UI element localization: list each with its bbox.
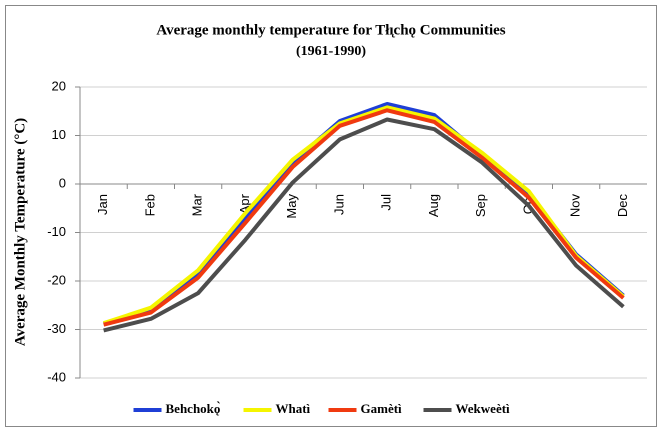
legend-label: Wekweètì [456, 401, 511, 416]
x-tick-label: May [284, 194, 299, 219]
y-tick-label: 10 [52, 127, 66, 142]
legend-label: Gamètì [361, 401, 403, 416]
y-tick-label: -30 [47, 321, 66, 336]
x-tick-label: Jan [95, 194, 110, 215]
y-tick-label: -20 [47, 272, 66, 287]
chart-title: Average monthly temperature for Tłı̨chǫ … [156, 22, 505, 38]
x-tick-label: Mar [190, 193, 205, 216]
x-tick-label: Jul [379, 194, 394, 211]
legend-label: Whatì [276, 401, 311, 416]
y-tick-label: 20 [52, 78, 66, 93]
y-axis-label: Average Monthly Temperature (°C) [12, 118, 28, 346]
chart-subtitle: (1961-1990) [296, 44, 366, 59]
x-tick-label: Nov [568, 194, 583, 218]
x-tick-label: Jun [331, 194, 346, 215]
series-line [103, 108, 625, 327]
x-tick-label: Dec [615, 194, 630, 218]
x-tick-label: Feb [142, 194, 157, 216]
legend-label: Behchokǫ̀ [166, 401, 221, 416]
x-tick-label: Aug [426, 194, 441, 217]
chart-border [5, 5, 657, 427]
y-tick-label: -40 [47, 369, 66, 384]
y-tick-label: -10 [47, 224, 66, 239]
series-line [103, 117, 625, 333]
series-line [103, 105, 625, 326]
y-tick-label: 0 [59, 175, 66, 190]
x-tick-label: Sep [473, 194, 488, 217]
